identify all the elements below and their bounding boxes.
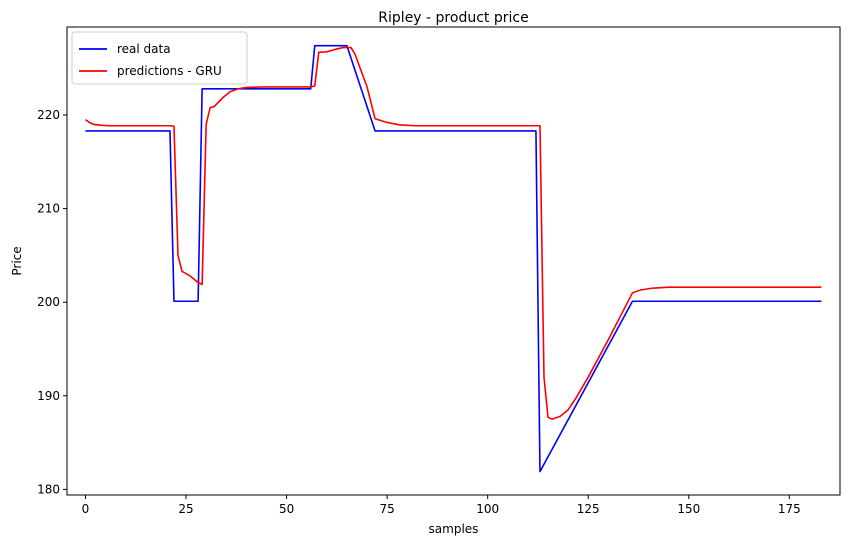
y-axis-ticks: 180 190 200 210 220 xyxy=(37,108,67,496)
x-tick-label: 75 xyxy=(379,502,394,516)
x-tick-label: 25 xyxy=(178,502,193,516)
y-axis-label: Price xyxy=(10,246,24,275)
x-tick-label: 100 xyxy=(476,502,499,516)
legend-label-real-data: real data xyxy=(117,42,171,56)
y-tick-label: 220 xyxy=(37,108,60,122)
series-layer xyxy=(85,44,822,473)
y-tick-label: 180 xyxy=(37,482,60,496)
x-tick-label: 175 xyxy=(778,502,801,516)
y-tick-label: 210 xyxy=(37,202,60,216)
series-line-real-data xyxy=(85,44,822,473)
y-tick-label: 200 xyxy=(37,295,60,309)
legend: real data predictions - GRU xyxy=(71,31,248,85)
chart-title: Ripley - product price xyxy=(378,10,528,26)
x-tick-label: 125 xyxy=(577,502,600,516)
x-tick-label: 150 xyxy=(677,502,700,516)
legend-label-predictions-gru: predictions - GRU xyxy=(117,64,222,78)
x-axis-label: samples xyxy=(429,522,479,536)
y-tick-label: 190 xyxy=(37,389,60,403)
series-line-predictions-gru xyxy=(85,46,822,420)
plot-area xyxy=(66,26,841,496)
legend-box xyxy=(71,31,248,85)
x-axis-ticks: 0 25 50 75 100 125 150 175 xyxy=(82,495,801,516)
x-tick-label: 0 xyxy=(82,502,90,516)
x-tick-label: 50 xyxy=(279,502,294,516)
